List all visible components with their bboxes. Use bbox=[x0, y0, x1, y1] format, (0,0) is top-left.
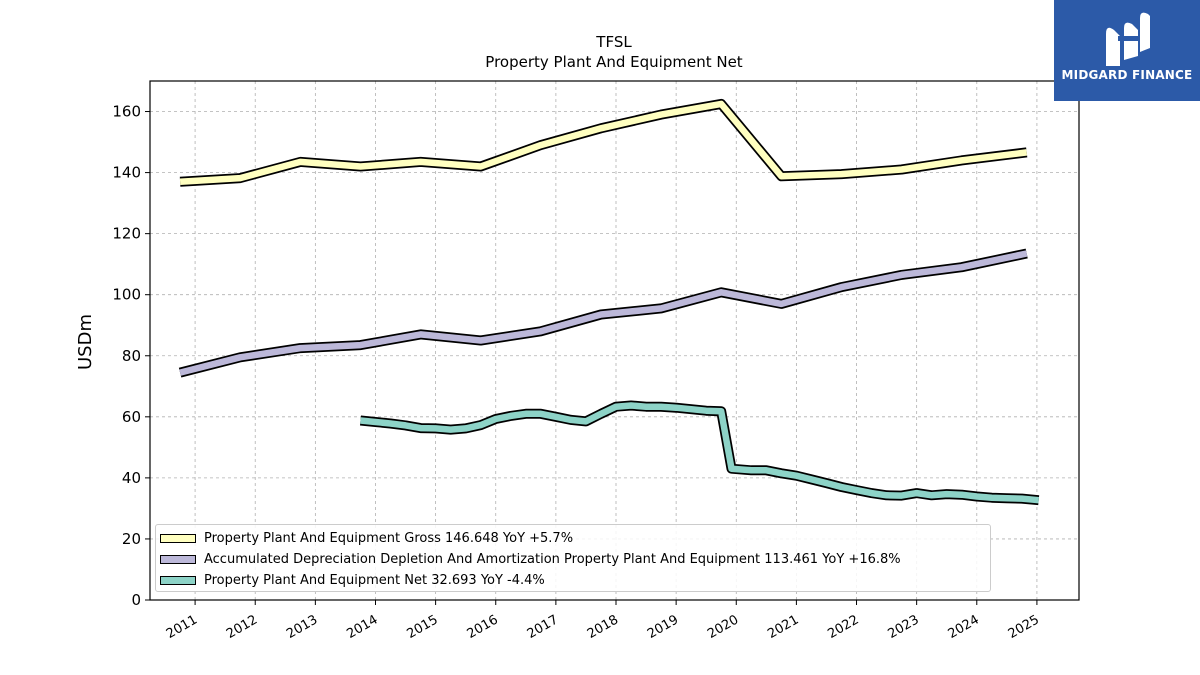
series-line-outline bbox=[360, 400, 1040, 506]
legend-item-net: Property Plant And Equipment Net 32.693 … bbox=[160, 571, 545, 589]
legend-item-gross: Property Plant And Equipment Gross 146.6… bbox=[160, 529, 573, 547]
x-tick-label: 2025 bbox=[1006, 612, 1042, 642]
x-tick-label: 2023 bbox=[885, 612, 921, 642]
y-tick-label: 20 bbox=[122, 530, 141, 548]
x-tick-label: 2019 bbox=[645, 612, 681, 642]
series-1 bbox=[178, 248, 1028, 378]
series-0 bbox=[179, 98, 1028, 187]
brand-logo: MIDGARD FINANCE bbox=[1054, 0, 1200, 101]
y-tick-label: 60 bbox=[122, 408, 141, 426]
x-tick-label: 2021 bbox=[765, 612, 801, 642]
x-tick-label: 2015 bbox=[404, 612, 440, 642]
y-tick-label: 40 bbox=[122, 469, 141, 487]
legend-swatch-depreciation bbox=[160, 554, 196, 564]
plot-frame bbox=[149, 80, 1080, 601]
x-tick-label: 2024 bbox=[946, 612, 982, 642]
legend-swatch-net bbox=[160, 575, 196, 585]
x-tick-label: 2016 bbox=[465, 612, 501, 642]
series-line bbox=[179, 100, 1028, 185]
series-line bbox=[360, 402, 1040, 504]
x-tick-label: 2012 bbox=[224, 612, 260, 642]
brand-name: MIDGARD FINANCE bbox=[1061, 68, 1193, 82]
legend: Property Plant And Equipment Gross 146.6… bbox=[155, 524, 991, 592]
series-layer bbox=[178, 98, 1040, 506]
legend-label-gross: Property Plant And Equipment Gross 146.6… bbox=[204, 530, 574, 546]
x-tick-label: 2017 bbox=[525, 612, 561, 642]
y-tick-label: 160 bbox=[112, 103, 141, 121]
series-2 bbox=[360, 400, 1040, 506]
y-tick-label: 100 bbox=[112, 286, 141, 304]
y-tick-label: 80 bbox=[122, 347, 141, 365]
y-axis-label: USDm bbox=[75, 314, 96, 370]
y-tick-label: 140 bbox=[112, 164, 141, 182]
legend-label-depreciation: Accumulated Depreciation Depletion And A… bbox=[204, 551, 901, 567]
x-tick-label: 2020 bbox=[705, 612, 741, 642]
series-line bbox=[179, 250, 1028, 376]
x-tick-label: 2011 bbox=[164, 612, 200, 642]
x-tick-label: 2014 bbox=[344, 612, 380, 642]
x-tick-label: 2018 bbox=[585, 612, 621, 642]
legend-swatch-gross bbox=[160, 533, 196, 543]
x-tick-label: 2022 bbox=[825, 612, 861, 642]
legend-item-depreciation: Accumulated Depreciation Depletion And A… bbox=[160, 550, 901, 568]
midgard-logo-icon bbox=[1106, 12, 1150, 66]
x-tick-label: 2013 bbox=[284, 612, 320, 642]
y-tick-label: 0 bbox=[131, 591, 141, 609]
legend-label-net: Property Plant And Equipment Net 32.693 … bbox=[204, 572, 545, 588]
y-tick-label: 120 bbox=[112, 225, 141, 243]
chart-subtitle: Property Plant And Equipment Net bbox=[485, 53, 742, 71]
chart-title: TFSL bbox=[595, 33, 632, 51]
